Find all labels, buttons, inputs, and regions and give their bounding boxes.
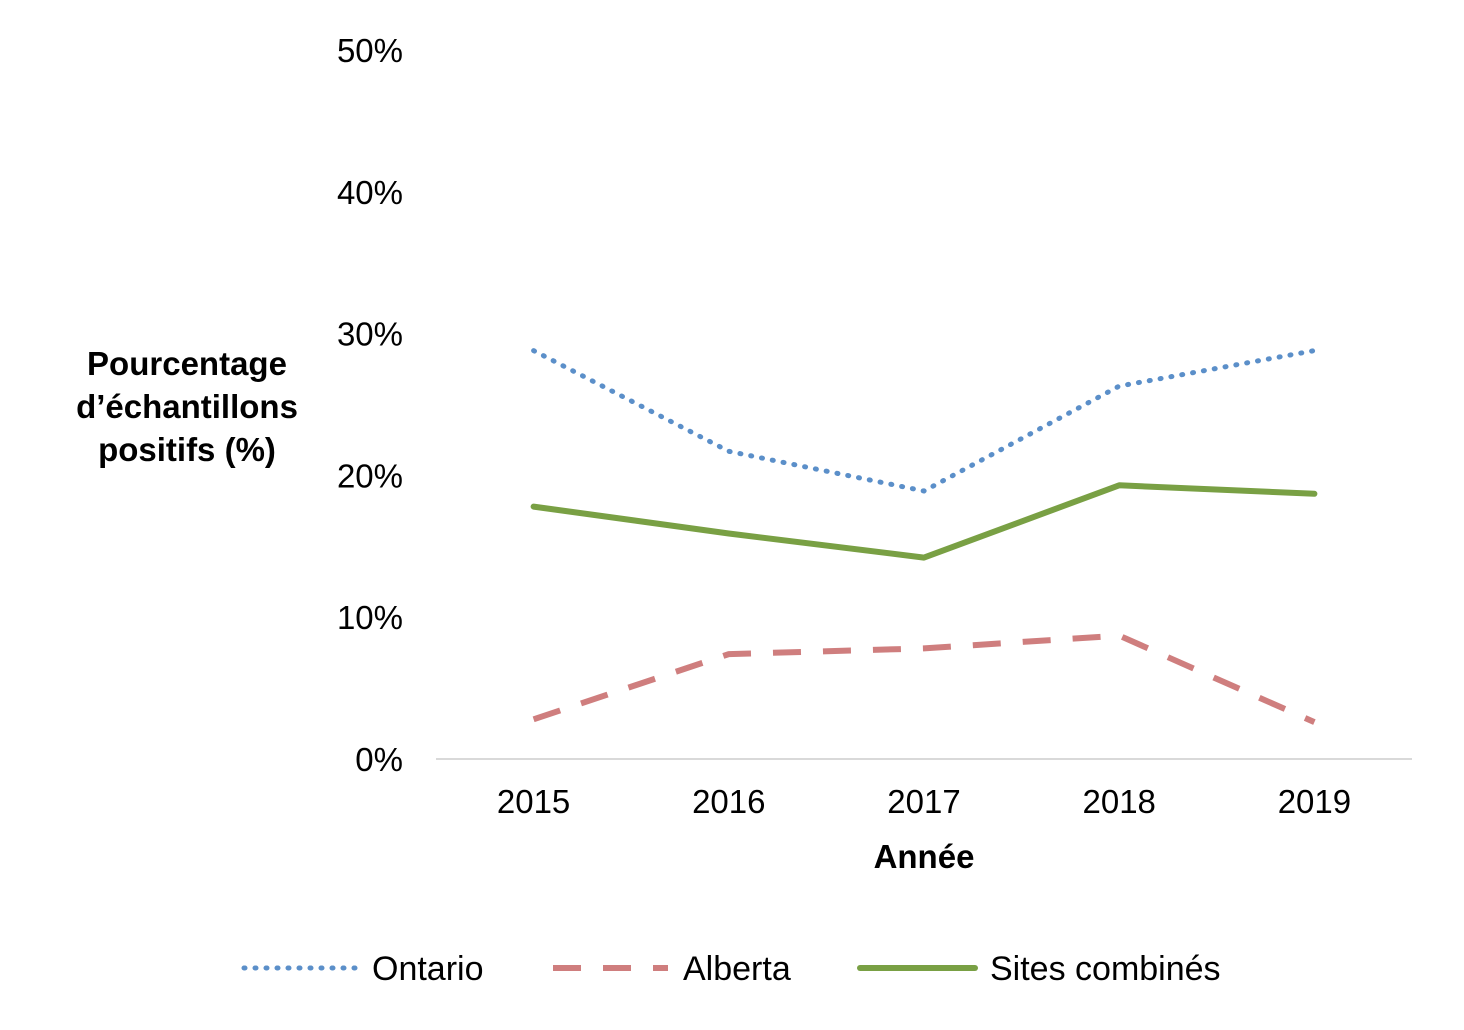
series-line-0 — [531, 348, 1317, 494]
legend-item: Alberta — [553, 950, 791, 988]
x-tick-label: 2016 — [692, 783, 765, 820]
series-line-2 — [530, 482, 1318, 561]
x-tick-label: 2015 — [497, 783, 570, 820]
legend-label: Sites combinés — [990, 950, 1221, 988]
y-tick-label: 50% — [337, 32, 403, 69]
x-axis-title: Année — [874, 838, 975, 875]
series-lines — [530, 348, 1318, 725]
x-tick-label: 2019 — [1278, 783, 1351, 820]
y-tick-label: 40% — [337, 174, 403, 211]
series-line-1 — [532, 632, 1316, 725]
y-axis-tick-labels: 0% 10% 20% 30% 40% 50% — [337, 32, 403, 778]
legend: Ontario Alberta Sites combinés — [241, 950, 1221, 988]
y-tick-label: 10% — [337, 599, 403, 636]
y-axis-title-line: positifs (%) — [98, 431, 276, 468]
y-axis-title-line: Pourcentage — [87, 345, 287, 382]
y-axis-title: Pourcentage d’échantillons positifs (%) — [76, 345, 298, 468]
legend-label: Ontario — [372, 950, 484, 988]
y-tick-label: 20% — [337, 457, 403, 494]
y-axis-title-line: d’échantillons — [76, 388, 298, 425]
legend-item: Ontario — [241, 950, 484, 988]
legend-label: Alberta — [683, 950, 791, 988]
x-axis-tick-labels: 2015 2016 2017 2018 2019 — [497, 783, 1351, 820]
x-tick-label: 2018 — [1082, 783, 1155, 820]
legend-item: Sites combinés — [857, 950, 1221, 988]
y-tick-label: 0% — [355, 741, 403, 778]
x-tick-label: 2017 — [887, 783, 960, 820]
y-tick-label: 30% — [337, 316, 403, 353]
